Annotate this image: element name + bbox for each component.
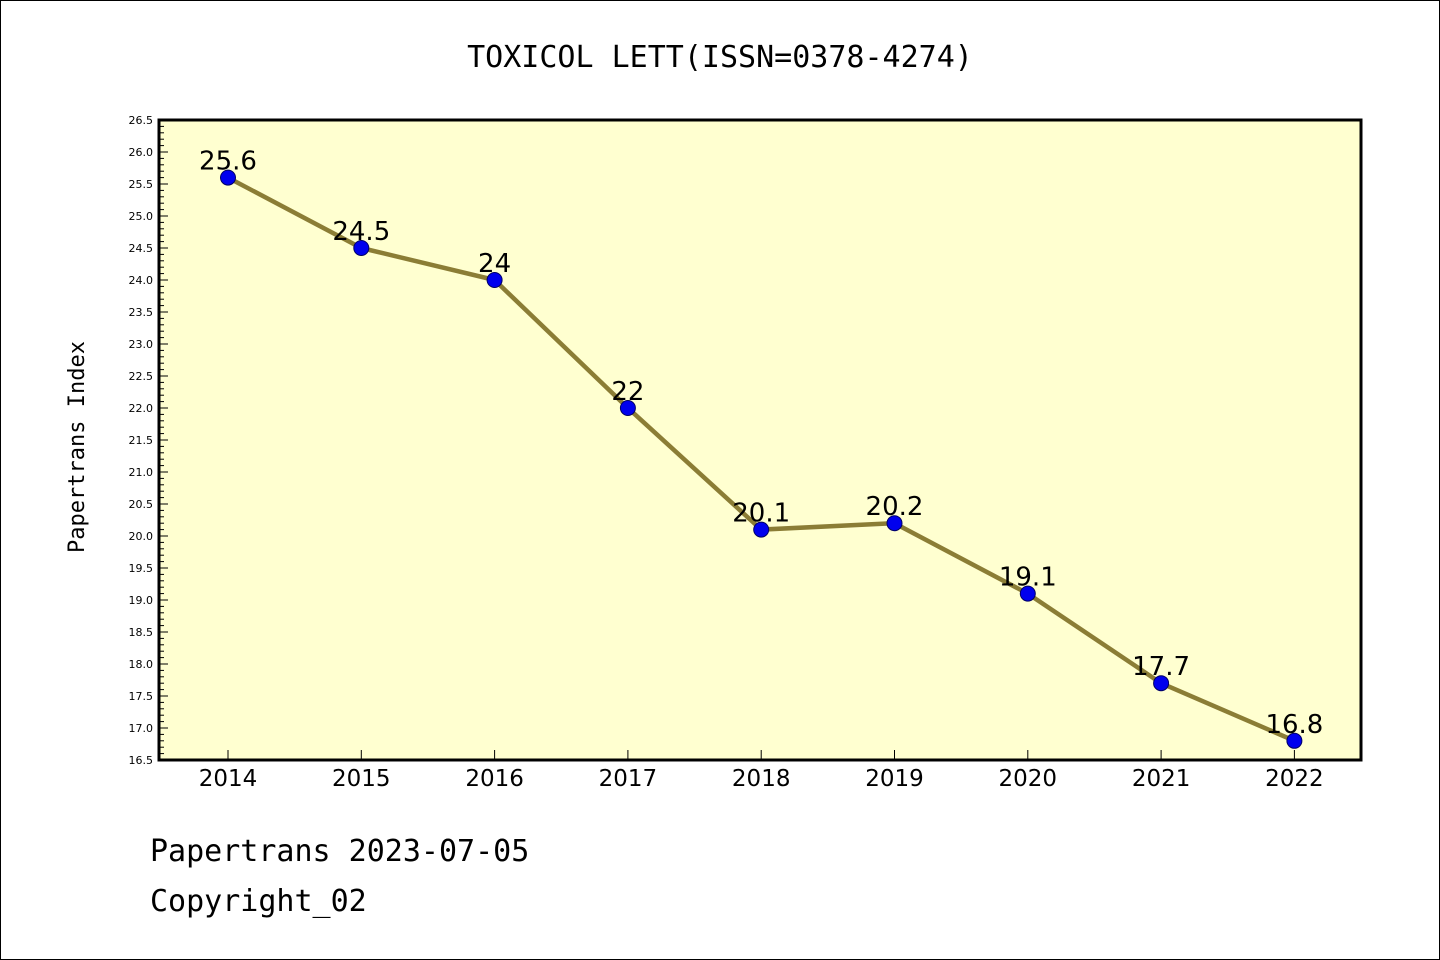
y-axis-tick-labels: 16.5 17.0 17.5 18.0 18.5 19.0 19.5 20.0 20.5 21.0… xyxy=(129,114,154,767)
data-markers xyxy=(220,169,1303,749)
data-point-label: 20.2 xyxy=(866,492,924,522)
data-point-label: 24.5 xyxy=(332,217,390,247)
y-tick-label: 21.5 xyxy=(129,434,154,447)
y-tick-label: 20.5 xyxy=(129,498,154,511)
y-tick-label: 19.0 xyxy=(129,594,154,607)
y-tick-label: 24.5 xyxy=(129,242,154,255)
data-point-label: 20.1 xyxy=(732,499,790,529)
y-tick-label: 17.0 xyxy=(129,722,154,735)
y-tick-label: 23.0 xyxy=(129,338,154,351)
y-tick-label: 26.5 xyxy=(129,114,154,127)
y-tick-label: 25.5 xyxy=(129,178,154,191)
footer-date-text: Papertrans 2023-07-05 xyxy=(150,834,530,869)
y-tick-label: 24.0 xyxy=(129,274,154,287)
data-point-label: 22 xyxy=(611,377,644,407)
y-tick-label: 26.0 xyxy=(129,146,154,159)
plot-area xyxy=(159,120,1361,760)
plot-border xyxy=(157,118,1363,762)
x-tick-label: 2022 xyxy=(1265,766,1324,792)
x-tick-label: 2019 xyxy=(865,766,924,792)
data-point-label: 17.7 xyxy=(1132,652,1190,682)
x-tick-label: 2014 xyxy=(199,766,258,792)
y-tick-label: 20.0 xyxy=(129,530,154,543)
x-axis-ticks xyxy=(227,750,1295,760)
x-tick-label: 2016 xyxy=(465,766,524,792)
y-tick-label: 25.0 xyxy=(129,210,154,223)
y-tick-label: 18.0 xyxy=(129,658,154,671)
data-point-marker xyxy=(753,521,770,538)
data-point-label: 19.1 xyxy=(999,563,1057,593)
y-tick-label: 22.0 xyxy=(129,402,154,415)
data-point-marker xyxy=(1286,732,1303,749)
chart-title: TOXICOL LETT(ISSN=0378-4274) xyxy=(467,40,973,75)
x-tick-label: 2020 xyxy=(999,766,1058,792)
data-point-marker xyxy=(619,400,636,416)
x-tick-label: 2021 xyxy=(1132,766,1191,792)
data-point-label: 16.8 xyxy=(1265,710,1323,740)
data-point-marker xyxy=(1019,585,1036,602)
y-axis-label: Papertrans Index xyxy=(65,341,90,553)
y-tick-label: 22.5 xyxy=(129,370,154,383)
y-tick-label: 17.5 xyxy=(129,690,154,703)
y-tick-label: 18.5 xyxy=(129,626,154,639)
y-tick-label: 21.0 xyxy=(129,466,154,479)
data-point-marker xyxy=(220,169,236,186)
y-tick-label: 16.5 xyxy=(129,754,154,767)
x-tick-label: 2017 xyxy=(599,766,658,792)
footer-copyright-text: Copyright_02 xyxy=(150,884,367,919)
data-point-marker xyxy=(353,240,370,256)
data-point-marker xyxy=(1153,675,1170,692)
x-tick-label: 2015 xyxy=(332,766,391,792)
data-point-marker xyxy=(886,515,903,532)
data-point-label: 25.6 xyxy=(199,147,257,177)
x-axis-tick-labels: 2014 2015 2016 2017 2018 2019 2020 2021 2022 xyxy=(199,766,1324,792)
data-point-marker xyxy=(486,272,503,288)
data-labels: 25.6 24.5 24 22 20.1 20.2 19.1 17.7 16.8 xyxy=(199,147,1323,740)
y-tick-label: 19.5 xyxy=(129,562,154,575)
data-point-label: 24 xyxy=(478,249,511,279)
y-tick-label: 23.5 xyxy=(129,306,154,319)
x-tick-label: 2018 xyxy=(732,766,791,792)
